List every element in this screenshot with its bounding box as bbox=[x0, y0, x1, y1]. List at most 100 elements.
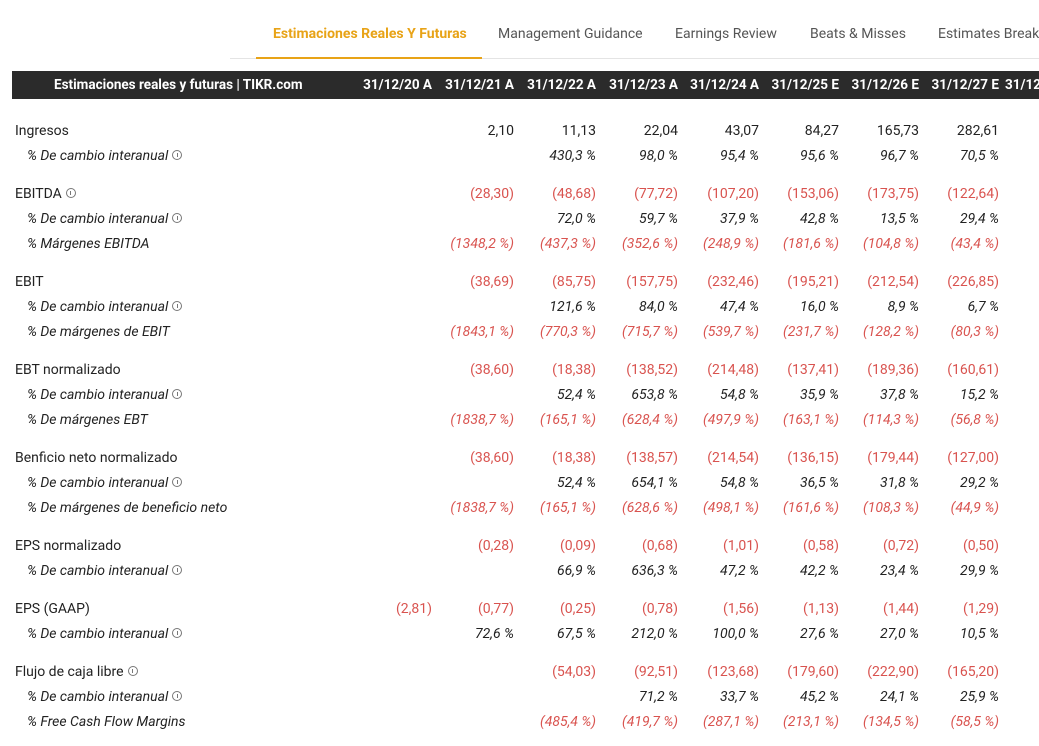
column-header: 31/12/25 E bbox=[771, 77, 839, 93]
cell-value: (232,46) bbox=[707, 274, 759, 290]
cell-value: 16,0 % bbox=[800, 299, 839, 315]
cell-value: 8,9 % bbox=[887, 299, 919, 315]
cell-value: (226,85) bbox=[947, 274, 999, 290]
cell-value: (108,3 %) bbox=[863, 500, 919, 516]
cell-value: (437,3 %) bbox=[540, 236, 596, 252]
cell-value: (0,58) bbox=[802, 538, 839, 554]
row-label-text: % Free Cash Flow Margins bbox=[27, 714, 186, 730]
cell-value: (189,36) bbox=[867, 362, 919, 378]
cell-value: (128,2 %) bbox=[863, 324, 919, 340]
cell-value: (38,60) bbox=[470, 450, 514, 466]
cell-value: (287,1 %) bbox=[703, 714, 759, 730]
info-icon[interactable] bbox=[172, 565, 183, 575]
cell-value: (0,50) bbox=[962, 538, 999, 554]
row-label: EBIT bbox=[15, 274, 44, 290]
cell-value: (212,54) bbox=[867, 274, 919, 290]
cell-value: (539,7 %) bbox=[703, 324, 759, 340]
cell-value: 98,0 % bbox=[639, 148, 678, 164]
tab[interactable]: Estimaciones Reales Y Futuras bbox=[273, 26, 467, 42]
cell-value: (104,8 %) bbox=[863, 236, 919, 252]
row-label: EPS normalizado bbox=[15, 538, 121, 554]
tab[interactable]: Beats & Misses bbox=[810, 26, 906, 42]
active-tab-underline bbox=[256, 57, 482, 59]
cell-value: (48,68) bbox=[552, 186, 596, 202]
tab[interactable]: Management Guidance bbox=[498, 26, 643, 42]
cell-value: (1843,1 %) bbox=[450, 324, 514, 340]
cell-value: 45,2 % bbox=[800, 689, 839, 705]
row-label: % De cambio interanual bbox=[27, 211, 183, 227]
cell-value: 43,07 bbox=[724, 123, 759, 139]
row-label: Ingresos bbox=[15, 123, 69, 139]
info-icon[interactable] bbox=[65, 188, 76, 198]
cell-value: (114,3 %) bbox=[863, 412, 919, 428]
row-label-text: EBT normalizado bbox=[15, 362, 121, 378]
cell-value: (1,13) bbox=[802, 601, 839, 617]
row-label: EBITDA bbox=[15, 186, 76, 202]
cell-value: (497,9 %) bbox=[703, 412, 759, 428]
cell-value: (160,61) bbox=[947, 362, 999, 378]
row-label-text: Ingresos bbox=[15, 123, 69, 139]
info-icon[interactable] bbox=[172, 628, 183, 638]
cell-value: (231,7 %) bbox=[783, 324, 839, 340]
info-icon[interactable] bbox=[172, 213, 183, 223]
cell-value: 37,9 % bbox=[720, 211, 759, 227]
cell-value: 22,04 bbox=[643, 123, 678, 139]
cell-value: (161,6 %) bbox=[783, 500, 839, 516]
cell-value: 47,4 % bbox=[720, 299, 759, 315]
cell-value: (628,6 %) bbox=[622, 500, 678, 516]
tab[interactable]: Estimates Break bbox=[938, 26, 1039, 42]
row-label-text: % De cambio interanual bbox=[27, 387, 169, 403]
cell-value: 54,8 % bbox=[720, 387, 759, 403]
cell-value: (56,8 %) bbox=[950, 412, 999, 428]
row-label-text: Flujo de caja libre bbox=[15, 664, 124, 680]
cell-value: (179,44) bbox=[867, 450, 919, 466]
cell-value: (28,30) bbox=[470, 186, 514, 202]
column-header: 31/12/24 A bbox=[690, 77, 759, 93]
cell-value: (38,60) bbox=[470, 362, 514, 378]
cell-value: (165,1 %) bbox=[540, 500, 596, 516]
row-label-text: EBITDA bbox=[15, 186, 62, 202]
info-icon[interactable] bbox=[172, 301, 183, 311]
info-icon[interactable] bbox=[172, 389, 183, 399]
row-label: % Free Cash Flow Margins bbox=[27, 714, 186, 730]
cell-value: 25,9 % bbox=[960, 689, 999, 705]
cell-value: (127,00) bbox=[947, 450, 999, 466]
cell-value: 42,8 % bbox=[800, 211, 839, 227]
cell-value: (419,7 %) bbox=[622, 714, 678, 730]
cell-value: (92,51) bbox=[634, 664, 678, 680]
row-label-text: % De cambio interanual bbox=[27, 475, 169, 491]
row-label-text: % De cambio interanual bbox=[27, 299, 169, 315]
row-label-text: % De cambio interanual bbox=[27, 148, 169, 164]
cell-value: 23,4 % bbox=[880, 563, 919, 579]
row-label: % De cambio interanual bbox=[27, 563, 183, 579]
cell-value: (1838,7 %) bbox=[450, 412, 514, 428]
info-icon[interactable] bbox=[127, 666, 138, 676]
cell-value: (628,4 %) bbox=[622, 412, 678, 428]
cell-value: 59,7 % bbox=[639, 211, 678, 227]
cell-value: 84,0 % bbox=[639, 299, 678, 315]
cell-value: (352,6 %) bbox=[622, 236, 678, 252]
cell-value: (1,56) bbox=[722, 601, 759, 617]
cell-value: 15,2 % bbox=[960, 387, 999, 403]
cell-value: (54,03) bbox=[552, 664, 596, 680]
cell-value: 430,3 % bbox=[549, 148, 596, 164]
column-header: 31/12/22 A bbox=[527, 77, 596, 93]
column-header: 31/12/23 A bbox=[609, 77, 678, 93]
cell-value: 52,4 % bbox=[557, 475, 596, 491]
tab[interactable]: Earnings Review bbox=[675, 26, 777, 42]
row-label-text: % Márgenes EBITDA bbox=[27, 236, 150, 252]
row-label-text: EBIT bbox=[15, 274, 44, 290]
row-label: % Márgenes EBITDA bbox=[27, 236, 149, 252]
cell-value: 121,6 % bbox=[549, 299, 596, 315]
cell-value: 653,8 % bbox=[631, 387, 678, 403]
info-icon[interactable] bbox=[172, 691, 183, 701]
row-label-text: % De márgenes de EBIT bbox=[27, 324, 170, 340]
info-icon[interactable] bbox=[172, 477, 183, 487]
cell-value: (38,69) bbox=[470, 274, 514, 290]
cell-value: 27,0 % bbox=[880, 626, 919, 642]
cell-value: 71,2 % bbox=[639, 689, 678, 705]
info-icon[interactable] bbox=[172, 150, 183, 160]
row-label-text: % De cambio interanual bbox=[27, 211, 169, 227]
row-label-text: EPS (GAAP) bbox=[15, 601, 90, 617]
cell-value: 47,2 % bbox=[720, 563, 759, 579]
